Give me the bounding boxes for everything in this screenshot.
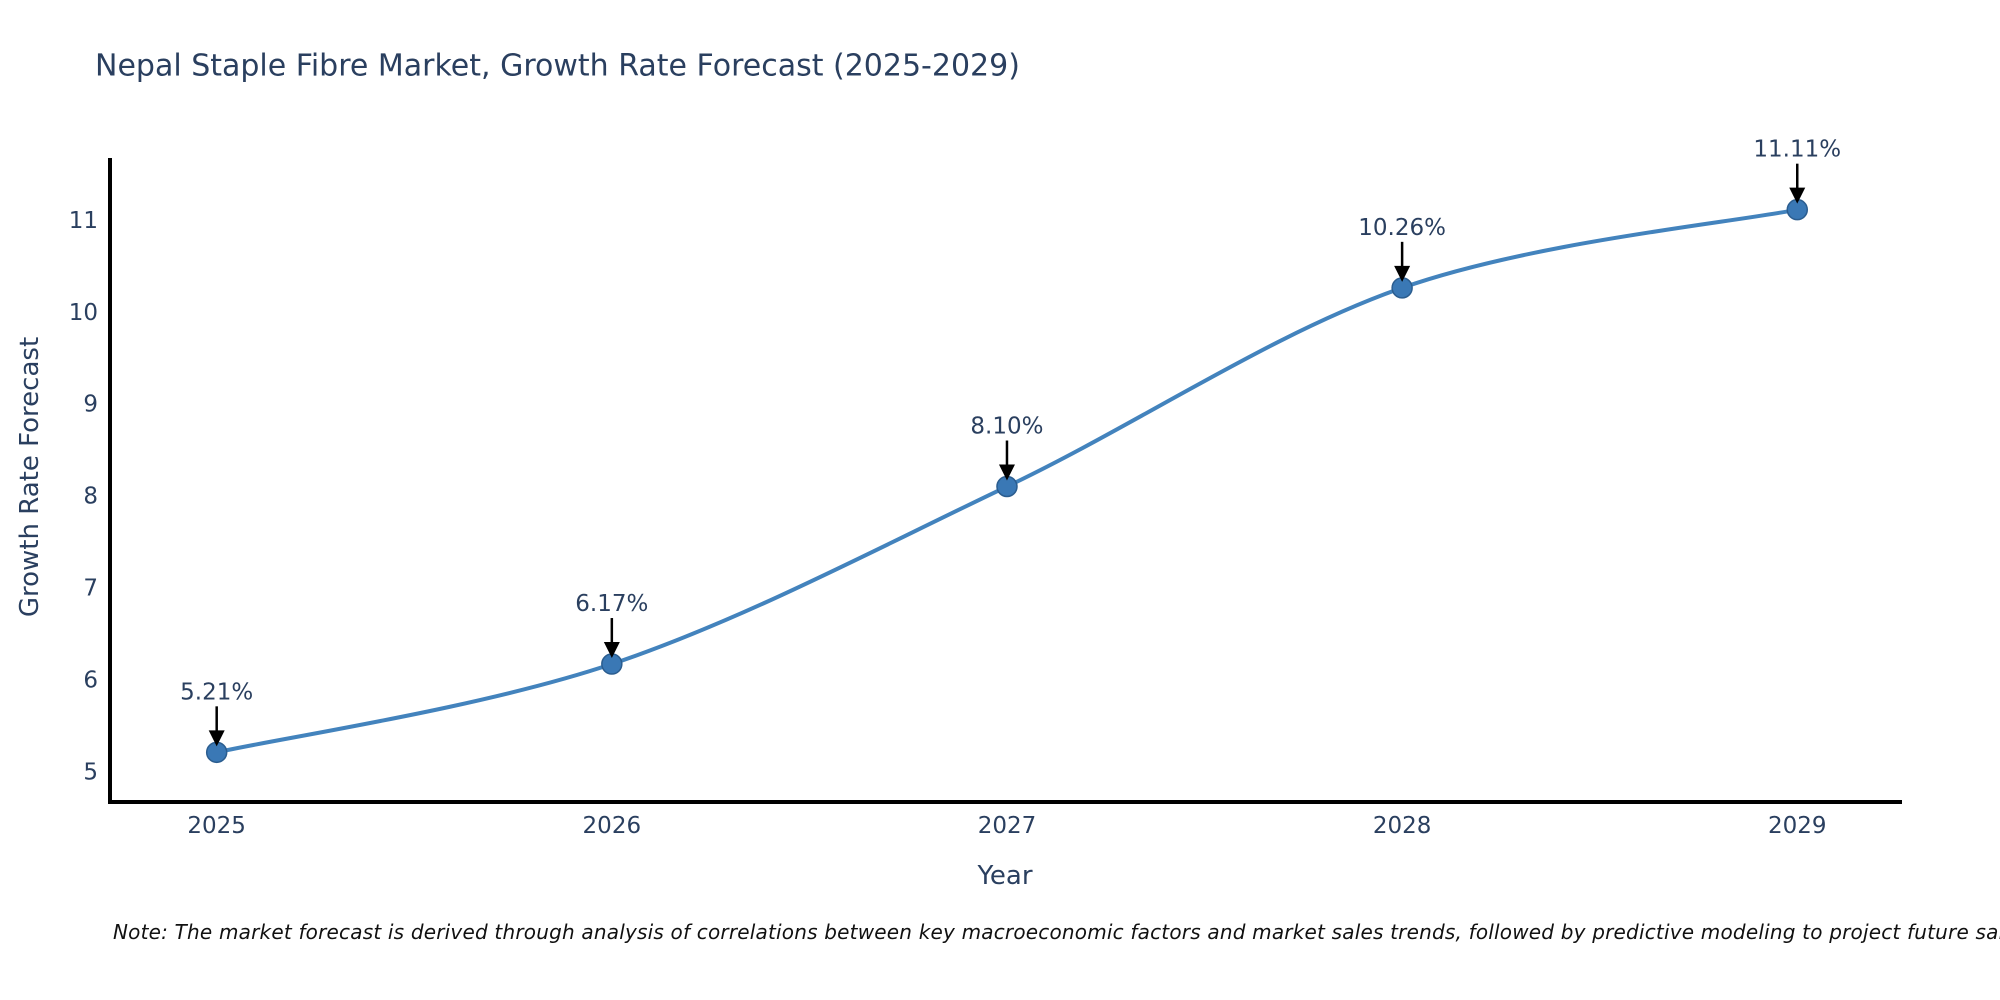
annotation-arrowhead <box>603 642 620 659</box>
annotation-arrowhead <box>208 730 225 747</box>
footnote: Note: The market forecast is derived thr… <box>113 920 2000 944</box>
x-tick-label: 2027 <box>978 813 1037 839</box>
x-tick-label: 2028 <box>1373 813 1432 839</box>
point-value-label: 11.11% <box>1753 137 1841 163</box>
point-value-label: 8.10% <box>970 414 1043 440</box>
x-axis-title: Year <box>977 861 1033 891</box>
y-tick-label: 10 <box>69 300 98 326</box>
axis-spines <box>108 158 1902 804</box>
point-value-label: 5.21% <box>180 679 253 705</box>
annotation-arrowhead <box>1789 187 1806 204</box>
point-value-label: 6.17% <box>575 591 648 617</box>
y-tick-label: 6 <box>83 668 98 694</box>
x-tick-label: 2025 <box>187 813 246 839</box>
x-tick-label: 2026 <box>583 813 642 839</box>
y-tick-label: 5 <box>83 760 98 786</box>
y-tick-label: 7 <box>83 576 98 602</box>
point-value-label: 10.26% <box>1358 215 1446 241</box>
x-tick-label: 2029 <box>1768 813 1827 839</box>
y-tick-label: 9 <box>83 392 98 418</box>
annotation-arrowhead <box>1394 265 1411 282</box>
annotation-arrowhead <box>998 464 1015 481</box>
y-tick-label: 8 <box>83 484 98 510</box>
y-tick-label: 11 <box>69 208 98 234</box>
chart-title: Nepal Staple Fibre Market, Growth Rate F… <box>95 48 1020 84</box>
